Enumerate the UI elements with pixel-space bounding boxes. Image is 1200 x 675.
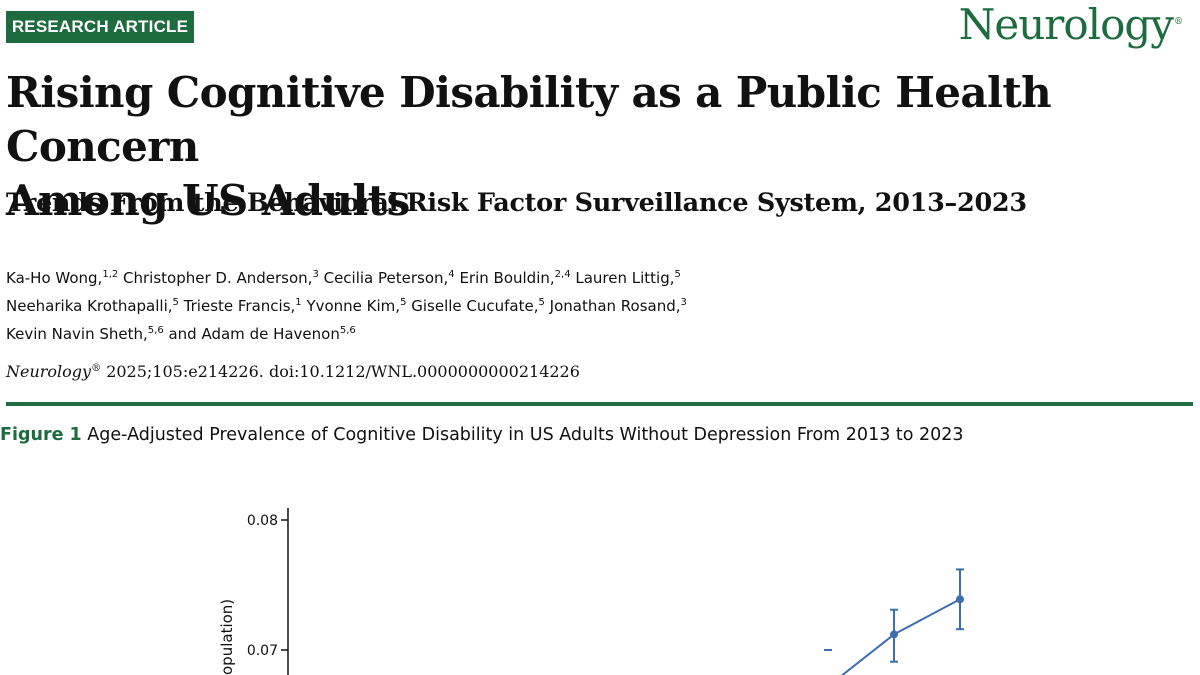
affiliation-marker: 5,6: [147, 325, 164, 336]
author[interactable]: Lauren Littig,5: [575, 269, 681, 287]
author[interactable]: Cecilia Peterson,4: [323, 269, 455, 287]
author[interactable]: Neeharika Krothapalli,5: [6, 297, 179, 315]
y-tick-label: 0.08: [247, 513, 278, 529]
article-type-badge: RESEARCH ARTICLE: [6, 11, 194, 43]
figure-caption-text: Age-Adjusted Prevalence of Cognitive Dis…: [87, 425, 964, 445]
figure-caption: Figure 1 Age-Adjusted Prevalence of Cogn…: [0, 425, 964, 445]
affiliation-marker: 4: [448, 269, 455, 280]
citation-journal: Neurology: [6, 362, 92, 381]
affiliation-marker: 1: [295, 297, 302, 308]
data-point[interactable]: [956, 595, 964, 604]
author[interactable]: Trieste Francis,1: [183, 297, 302, 315]
author[interactable]: Ka-Ho Wong,1,2: [6, 269, 119, 287]
author[interactable]: Kevin Navin Sheth,5,6: [6, 325, 164, 343]
author[interactable]: Yvonne Kim,5: [306, 297, 407, 315]
figure-label[interactable]: Figure 1: [0, 425, 82, 445]
author-list: Ka-Ho Wong,1,2 Christopher D. Anderson,3…: [6, 264, 687, 348]
affiliation-marker: 5: [400, 297, 407, 308]
title-line-1: Rising Cognitive Disability as a Public …: [6, 68, 1052, 171]
affiliation-marker: 1,2: [102, 269, 119, 280]
author[interactable]: Erin Bouldin,2,4: [459, 269, 571, 287]
citation-details[interactable]: 2025;105:e214226. doi:10.1212/WNL.000000…: [106, 362, 580, 381]
title-line-2: Among US Adults: [6, 176, 410, 225]
citation-registered-mark: ®: [91, 363, 102, 374]
section-divider: [6, 402, 1193, 406]
affiliation-marker: 5: [172, 297, 179, 308]
affiliation-marker: 3: [312, 269, 319, 280]
data-series: [824, 568, 964, 675]
author[interactable]: Jonathan Rosand,3: [549, 297, 687, 315]
data-point[interactable]: [890, 630, 898, 639]
author[interactable]: and Adam de Havenon5,6: [168, 325, 356, 343]
citation: Neurology® 2025;105:e214226. doi:10.1212…: [6, 362, 580, 381]
prevalence-chart: opulation) 0.07 0.08: [218, 508, 964, 675]
y-tick-label: 0.07: [247, 643, 278, 659]
affiliation-marker: 5: [538, 297, 545, 308]
affiliation-marker: 5,6: [339, 325, 356, 336]
registered-mark: ®: [1174, 17, 1183, 27]
affiliation-marker: 2,4: [554, 269, 571, 280]
article-subtitle: Trends From the Behavioral Risk Factor S…: [6, 188, 1027, 218]
article-title: Rising Cognitive Disability as a Public …: [6, 66, 1200, 228]
affiliation-marker: 5: [674, 269, 681, 280]
journal-logo-text: Neurology: [958, 0, 1174, 49]
journal-logo[interactable]: Neurology®: [958, 0, 1183, 49]
y-axis-label: opulation): [218, 599, 236, 675]
author[interactable]: Giselle Cucufate,5: [411, 297, 545, 315]
y-axis: 0.07 0.08: [247, 508, 289, 675]
affiliation-marker: 3: [680, 297, 687, 308]
author[interactable]: Christopher D. Anderson,3: [123, 269, 319, 287]
